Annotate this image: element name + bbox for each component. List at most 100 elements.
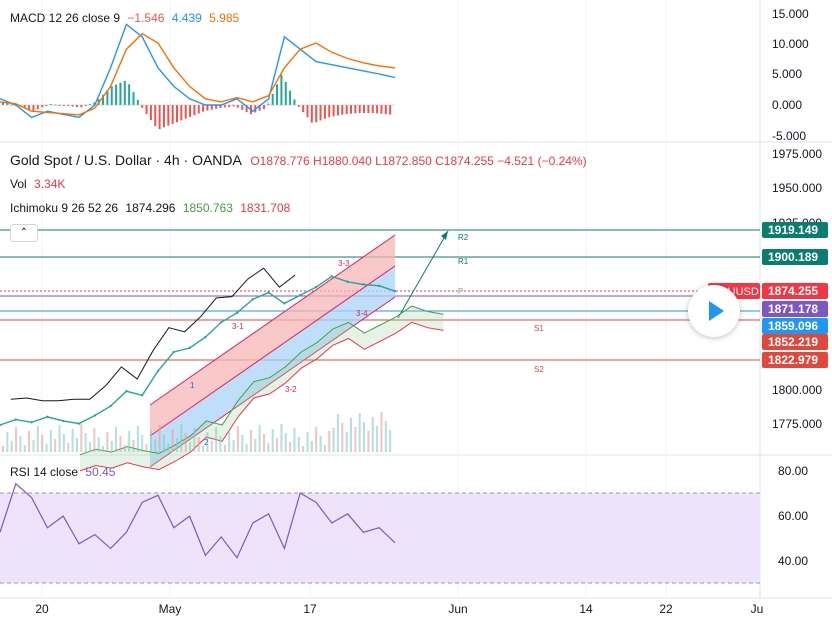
macd-hist-bar bbox=[232, 105, 235, 107]
macd-hist-bar bbox=[141, 105, 144, 108]
volume-bar bbox=[41, 435, 44, 452]
time-tick: 17 bbox=[303, 602, 317, 616]
volume-bar bbox=[249, 430, 252, 452]
price-point bbox=[141, 394, 144, 397]
pivot-label-s2: S2 bbox=[534, 365, 544, 374]
macd-hist-bar bbox=[332, 105, 335, 117]
volume-bar bbox=[350, 418, 352, 452]
ichimoku-value-2: 1850.763 bbox=[182, 201, 233, 215]
macd-hist-bar bbox=[189, 105, 192, 117]
symbol-legend: Gold Spot / U.S. Dollar · 4h · OANDA O18… bbox=[10, 152, 587, 170]
macd-signal-value: 5.985 bbox=[209, 11, 240, 25]
volume-bar bbox=[363, 422, 366, 452]
volume-bar bbox=[128, 431, 131, 452]
volume-bar bbox=[23, 445, 26, 452]
macd-hist-bar bbox=[210, 105, 213, 110]
volume-bar bbox=[336, 414, 339, 452]
volume-bar bbox=[245, 444, 248, 452]
macd-hist-bar bbox=[223, 105, 226, 108]
volume-bar bbox=[297, 437, 300, 452]
macd-hist-bar bbox=[89, 104, 91, 106]
volume-bar bbox=[71, 429, 74, 452]
volume-bar bbox=[341, 423, 344, 452]
volume-bar bbox=[263, 434, 265, 452]
volume-bar bbox=[380, 412, 383, 452]
channel-bottom-line bbox=[149, 296, 396, 468]
macd-hist-bar bbox=[306, 105, 309, 118]
symbol-title[interactable]: Gold Spot / U.S. Dollar · 4h · OANDA bbox=[10, 152, 242, 168]
wave-label-3-4: 3-4 bbox=[356, 309, 368, 318]
volume-bar bbox=[80, 424, 83, 452]
volume-bar bbox=[254, 439, 257, 452]
macd-hist-bar bbox=[49, 103, 52, 105]
volume-bar bbox=[202, 446, 205, 452]
volume-bar bbox=[132, 440, 135, 452]
macd-hist-bar bbox=[119, 82, 122, 105]
macd-hist-bar bbox=[41, 105, 44, 108]
macd-hist-bar bbox=[345, 105, 348, 115]
price-badge bbox=[762, 301, 828, 317]
volume-bar bbox=[376, 426, 379, 452]
price-point bbox=[330, 275, 333, 278]
wave-label-3-1: 3-1 bbox=[232, 322, 244, 331]
rsi-line bbox=[0, 482, 396, 559]
time-tick: Jun bbox=[448, 602, 467, 616]
play-button[interactable] bbox=[688, 285, 740, 337]
volume-bar bbox=[276, 438, 279, 452]
volume-bar bbox=[358, 413, 361, 452]
price-point bbox=[283, 302, 286, 305]
volume-bar bbox=[293, 428, 296, 452]
senkou-span-b bbox=[79, 321, 444, 472]
volume-bar bbox=[228, 431, 231, 452]
collapse-legend-button[interactable]: ⌃ bbox=[10, 224, 38, 242]
price-tick: 1975.000 bbox=[772, 147, 822, 161]
price-badge-value: 1871.178 bbox=[768, 302, 818, 316]
macd-hist-bar bbox=[123, 81, 126, 105]
macd-hist-bar bbox=[28, 105, 31, 110]
macd-hist-bar bbox=[341, 105, 344, 115]
macd-hist-bar bbox=[102, 94, 105, 105]
price-tick: 1950.000 bbox=[772, 181, 822, 195]
volume-bar bbox=[284, 433, 287, 452]
macd-hist-bar bbox=[45, 105, 48, 106]
volume-bar bbox=[180, 424, 183, 452]
volume-legend: Vol 3.34K bbox=[10, 177, 65, 191]
price-point bbox=[62, 419, 65, 423]
channel-mid-line bbox=[149, 265, 396, 437]
price-badge-value: 1859.096 bbox=[768, 319, 818, 333]
macd-line bbox=[0, 23, 396, 119]
volume-bar bbox=[171, 429, 174, 452]
rsi-value: 50.45 bbox=[85, 465, 116, 479]
series-lines bbox=[0, 23, 397, 559]
macd-hist-bar bbox=[280, 74, 283, 105]
volume-bar bbox=[93, 428, 96, 452]
volume-bar bbox=[236, 426, 239, 452]
price-badge bbox=[762, 222, 828, 238]
macd-hist-bar bbox=[336, 105, 339, 116]
macd-tick: -5.000 bbox=[772, 129, 806, 143]
volume-bar bbox=[371, 417, 374, 452]
rsi-tick: 60.00 bbox=[778, 509, 808, 523]
channel-top-line bbox=[149, 234, 396, 406]
macd-label: MACD 12 26 close 9 bbox=[10, 11, 121, 25]
volume-bar bbox=[384, 421, 387, 452]
price-point bbox=[30, 421, 33, 424]
wave-label-1: 1 bbox=[190, 381, 195, 390]
volume-bar bbox=[193, 428, 196, 452]
volume-bar bbox=[267, 443, 270, 452]
macd-hist-bar bbox=[219, 105, 222, 109]
rsi-legend: RSI 14 close 50.45 bbox=[10, 465, 115, 479]
volume-bar bbox=[58, 425, 61, 452]
macd-histogram bbox=[0, 74, 395, 130]
pivot-label-p: P bbox=[458, 287, 463, 296]
macd-hist-bar bbox=[310, 105, 313, 123]
macd-hist-bar bbox=[380, 105, 383, 114]
volume-bar bbox=[67, 443, 70, 452]
macd-hist-bar bbox=[136, 99, 139, 105]
ichimoku-value-3: 1831.708 bbox=[240, 201, 291, 215]
macd-hist-value: −1.546 bbox=[127, 11, 165, 25]
volume-bar bbox=[167, 443, 170, 452]
ohlc-values: O1878.776 H1880.040 L1872.850 C1874.255 … bbox=[250, 154, 587, 168]
volume-bar bbox=[319, 436, 322, 452]
